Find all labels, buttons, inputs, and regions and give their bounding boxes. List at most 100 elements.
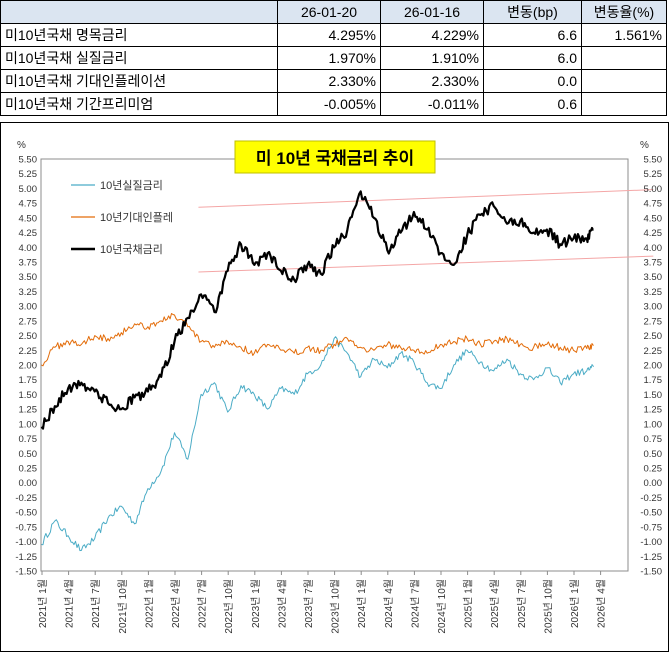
series-lines: [40, 190, 594, 552]
table-cell: 0.6: [483, 92, 582, 116]
header-cell: 변동율(%): [581, 0, 667, 24]
y-tick-label-left: 2.00: [19, 361, 38, 372]
y-tick-label-left: 2.75: [19, 316, 38, 327]
y-tick-label-left: 1.75: [19, 375, 38, 386]
y-tick-label-left: 0.25: [19, 464, 38, 475]
y-tick-label-right: 3.25: [644, 287, 663, 298]
y-tick-label-left: 5.00: [19, 184, 38, 195]
x-tick-label: 2021년 10월: [117, 579, 129, 634]
y-tick-label-left: -1.25: [15, 552, 37, 563]
y-tick-label-left: 3.50: [19, 272, 38, 283]
y-tick-label-left: 4.00: [19, 243, 38, 254]
legend: 10년실질금리 10년기대인플레 10년국채금리: [71, 179, 173, 256]
y-tick-label-left: 0.75: [19, 434, 38, 445]
table-cell: 6.6: [483, 23, 582, 47]
y-tick-label-right: 1.50: [644, 390, 663, 401]
legend-label: 10년실질금리: [100, 179, 163, 192]
y-tick-label-right: 1.00: [644, 419, 663, 430]
series-line-1: [41, 336, 594, 552]
y-tick-label-left: -1.00: [15, 537, 37, 548]
y-tick-label-right: 4.00: [644, 243, 663, 254]
rate-chart: -1.50 -1.50 -1.25 -1.25 -1.00 -1.00 -0.75 -0.75…: [15, 140, 663, 634]
x-tick-label: 2024년 10월: [436, 579, 448, 634]
y-tick-label-left: 4.50: [19, 213, 38, 224]
x-tick-label: 2024년 4월: [383, 579, 395, 628]
table-cell: 1.561%: [581, 23, 667, 47]
y-tick-label-left: 3.75: [19, 258, 38, 269]
y-tick-label-left: 4.25: [19, 228, 38, 239]
table-cell: 2.330%: [380, 69, 484, 93]
trend-line: [198, 255, 654, 273]
y-tick-label-right: 5.50: [644, 155, 663, 166]
x-tick-label: 2025년 7월: [516, 579, 528, 628]
y-tick-label-right: 4.50: [644, 213, 663, 224]
table-cell: [581, 92, 667, 116]
y-tick-label-right: 5.00: [644, 184, 663, 195]
x-tick-label: 2023년 4월: [276, 579, 288, 628]
table-header-row: 26-01-20 26-01-16 변동(bp) 변동율(%): [0, 0, 667, 24]
y-tick-label-right: 3.50: [644, 272, 663, 283]
x-tick-label: 2022년 1월: [143, 579, 155, 628]
y-tick-label-left: 3.25: [19, 287, 38, 298]
x-tick-label: 2022년 10월: [223, 579, 235, 634]
table-row: 미10년국채 명목금리 4.295% 4.229% 6.6 1.561%: [0, 23, 667, 47]
y-tick-label-right: 2.75: [644, 316, 663, 327]
y-tick-label-right: -1.00: [640, 537, 662, 548]
y-tick-label-left: 2.25: [19, 346, 38, 357]
y-unit-right: %: [640, 140, 649, 151]
chart-title-background: [234, 140, 436, 174]
y-tick-label-right: -0.25: [640, 493, 662, 504]
y-tick-label-left: 1.25: [19, 405, 38, 416]
row-label: 미10년국채 기대인플레이션: [0, 69, 278, 93]
header-cell: [0, 0, 278, 24]
table-cell: 1.910%: [380, 46, 484, 70]
y-tick-label-right: 0.00: [644, 478, 663, 489]
table-row: 미10년국채 실질금리 1.970% 1.910% 6.0: [0, 46, 667, 70]
y-tick-label-left: 1.00: [19, 419, 38, 430]
x-tick-label: 2023년 1월: [250, 579, 262, 628]
table-cell: 4.295%: [277, 23, 381, 47]
legend-label: 10년기대인플레: [100, 211, 173, 224]
x-tick-label: 2025년 1월: [463, 579, 475, 628]
header-cell: 26-01-20: [277, 0, 381, 24]
table-cell: [581, 46, 667, 70]
row-label: 미10년국채 기간프리미엄: [0, 92, 278, 116]
table-cell: 1.970%: [277, 46, 381, 70]
rate-summary-table: 26-01-20 26-01-16 변동(bp) 변동율(%) 미10년국채 명…: [0, 0, 667, 116]
x-tick-label: 2022년 4월: [170, 579, 182, 628]
y-tick-label-right: -0.50: [640, 508, 662, 519]
y-tick-label-left: -0.75: [15, 522, 37, 533]
chart-title: 미 10년 국채금리 추이: [256, 149, 414, 168]
x-tick-label: 2025년 10월: [542, 579, 554, 634]
table-row: 미10년국채 기대인플레이션 2.330% 2.330% 0.0: [0, 69, 667, 93]
y-tick-label-right: 0.25: [644, 464, 663, 475]
header-cell: 변동(bp): [483, 0, 582, 24]
y-tick-label-left: 3.00: [19, 302, 38, 313]
y-tick-label-left: 1.50: [19, 390, 38, 401]
x-tick-label: 2025년 4월: [489, 579, 501, 628]
table-cell: 0.0: [483, 69, 582, 93]
series-line-2: [41, 313, 594, 367]
y-tick-label-right: 2.50: [644, 331, 663, 342]
y-unit-left: %: [17, 140, 26, 151]
y-tick-label-left: -0.25: [15, 493, 37, 504]
y-tick-label-left: 4.75: [19, 199, 38, 210]
x-tick-label: 2023년 7월: [303, 579, 315, 628]
chart-title-box: 미 10년 국채금리 추이: [234, 140, 436, 174]
y-tick-label-right: 2.00: [644, 361, 663, 372]
y-tick-label-right: 0.75: [644, 434, 663, 445]
trend-lines: [198, 189, 654, 273]
y-tick-label-right: 0.50: [644, 449, 663, 460]
y-tick-label-right: -1.50: [640, 567, 662, 578]
y-tick-label-right: 3.00: [644, 302, 663, 313]
x-tick-label: 2026년 4월: [596, 579, 608, 628]
legend-label: 10년국채금리: [100, 243, 163, 256]
y-tick-label-right: -0.75: [640, 522, 662, 533]
y-tick-label-left: 0.50: [19, 449, 38, 460]
y-tick-label-right: 4.75: [644, 199, 663, 210]
table-cell: 2.330%: [277, 69, 381, 93]
x-tick-label: 2022년 7월: [197, 579, 209, 628]
table-row: 미10년국채 기간프리미엄 -0.005% -0.011% 0.6: [0, 92, 667, 116]
series-line-3: [40, 190, 594, 430]
x-tick-label: 2021년 1월: [37, 579, 49, 628]
